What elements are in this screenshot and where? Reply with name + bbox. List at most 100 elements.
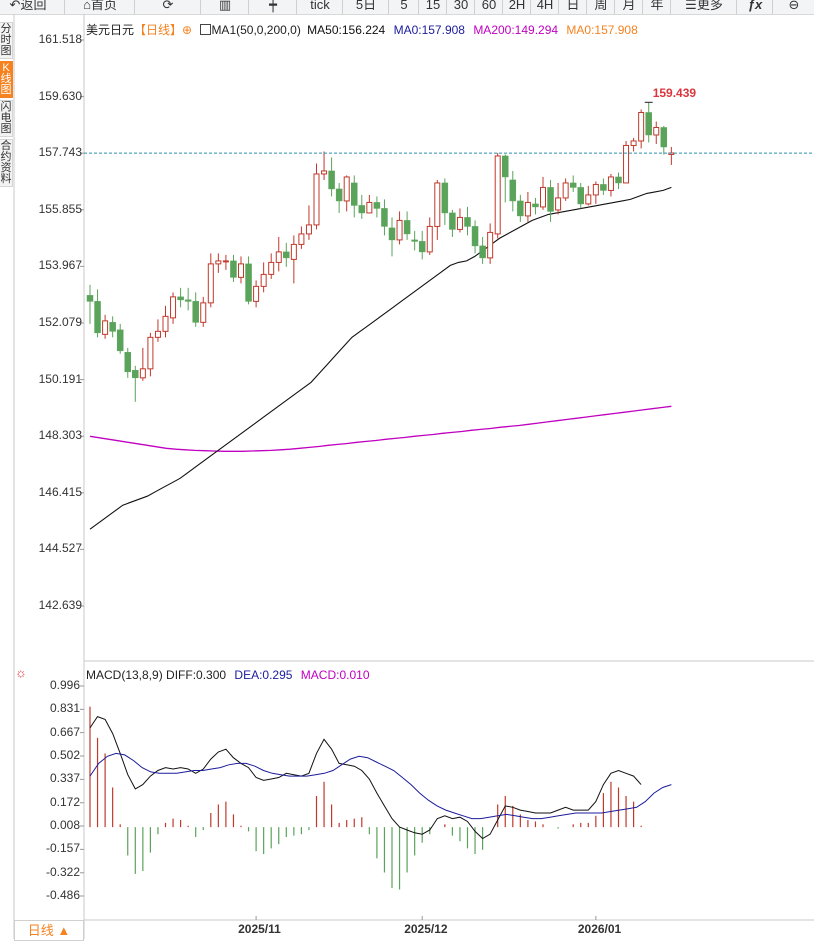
- period-5d[interactable]: 5日: [342, 0, 389, 14]
- candle-body-up: [540, 186, 546, 208]
- period-day[interactable]: 日: [558, 0, 587, 14]
- period-4h[interactable]: 4H: [530, 0, 559, 14]
- ma50-line: [89, 186, 672, 530]
- more-button[interactable]: ☰更多: [670, 0, 737, 14]
- bar-chart-button[interactable]: ▥: [200, 0, 249, 14]
- settings-icon[interactable]: ⊕: [182, 23, 193, 37]
- dea-line: [89, 752, 672, 820]
- formula-button[interactable]: ƒx: [736, 0, 773, 14]
- candle-body-down: [373, 202, 381, 209]
- candle-body-down: [86, 295, 94, 302]
- refresh-button[interactable]: ⟳: [134, 0, 201, 14]
- period-2h[interactable]: 2H: [502, 0, 531, 14]
- macd-tick-label: 0.831: [49, 701, 80, 716]
- candle-body-down: [479, 245, 486, 259]
- candle-body-up: [456, 216, 463, 230]
- candle-body-down: [230, 260, 237, 278]
- candle-body-up: [238, 263, 244, 278]
- zoom-out-icon: ⊖: [788, 0, 800, 12]
- period-year[interactable]: 年: [642, 0, 671, 14]
- period-month[interactable]: 月: [614, 0, 643, 14]
- candle-body-down: [358, 205, 366, 214]
- period-selector-tab[interactable]: 日线 ▲: [14, 920, 84, 941]
- candle-body-up: [607, 176, 614, 191]
- period-5[interactable]: 5: [388, 0, 419, 14]
- candle-body-down: [411, 239, 418, 242]
- tab-contract-info[interactable]: 合约资料: [0, 139, 13, 187]
- candle-body-up: [298, 233, 305, 245]
- price-tick-label: 159.630: [38, 88, 82, 103]
- candle-body-up: [253, 285, 260, 302]
- back-button[interactable]: ↶返回: [6, 0, 50, 14]
- price-tick-label: 153.967: [38, 258, 82, 273]
- period-60[interactable]: 60: [474, 0, 503, 14]
- candle-body-up: [154, 330, 161, 338]
- legend-ma-config: MA1(50,0,200,0): [211, 23, 301, 37]
- period-30[interactable]: 30: [446, 0, 475, 14]
- candle-body-up: [343, 176, 350, 202]
- price-legend: 美元日元【日线】⊕ MA1(50,0,200,0) MA50:156.224 M…: [86, 21, 638, 38]
- home-button[interactable]: ⌂首页: [64, 0, 135, 14]
- macd-tick-label: 0.996: [49, 678, 80, 692]
- date-tick-label: 2025/12: [404, 922, 448, 936]
- candle-body-up: [653, 126, 660, 136]
- price-tick-label: 161.518: [38, 32, 82, 46]
- more-label: 更多: [696, 0, 723, 12]
- home-icon: ⌂: [83, 0, 91, 12]
- menu-icon: ☰: [685, 0, 697, 12]
- candle-body-down: [94, 301, 101, 334]
- date-tick-label: 2026/01: [577, 922, 622, 936]
- candle-body-down: [615, 176, 622, 184]
- candle-body-down: [245, 263, 252, 302]
- macd-settings-icon[interactable]: ☼: [15, 665, 27, 680]
- candle-body-down: [109, 322, 116, 332]
- tab-kline[interactable]: K线图: [0, 61, 13, 98]
- macd-tick-label: -0.157: [45, 841, 80, 856]
- macd-tick-label: 0.008: [49, 818, 80, 832]
- zoom-out-button[interactable]: ⊖: [772, 0, 814, 14]
- price-tick-label: 150.191: [38, 371, 82, 386]
- candle-body-up: [366, 201, 373, 214]
- period-week[interactable]: 周: [586, 0, 615, 14]
- candle-body-up: [426, 225, 433, 253]
- legend-ma200: MA200:149.294: [473, 23, 559, 37]
- candle-body-down: [547, 187, 554, 212]
- candle-body-down: [645, 112, 652, 136]
- candle-body-up: [592, 183, 599, 196]
- candle-body-down: [577, 187, 584, 205]
- candle-body-up: [585, 194, 592, 205]
- candle-body-down: [124, 352, 131, 373]
- candle-body-up: [305, 224, 312, 235]
- price-tick-label: 152.079: [38, 314, 82, 329]
- candle-body-up: [147, 336, 154, 370]
- candle-body-down: [532, 203, 539, 208]
- legend-ma50: MA50:156.224: [307, 23, 386, 37]
- bar-chart-icon: ▥: [218, 0, 232, 12]
- tab-flash[interactable]: 闪电图: [0, 100, 13, 137]
- candle-body-down: [116, 329, 124, 352]
- ma-toggle-icon[interactable]: [200, 24, 212, 35]
- candle-chart-button[interactable]: ┿: [248, 0, 297, 14]
- candle-body-down: [381, 208, 388, 227]
- period-15[interactable]: 15: [418, 0, 447, 14]
- candle-body-up: [434, 182, 441, 227]
- candle-body-down: [471, 226, 479, 247]
- candle-body-down: [441, 182, 449, 214]
- tab-timeshare[interactable]: 分时图: [0, 22, 13, 59]
- side-tabs: 分时图 K线图 闪电图 合约资料: [0, 22, 13, 189]
- price-tick-label: 142.639: [38, 598, 82, 612]
- candle-body-up: [170, 296, 177, 319]
- candle-body-up: [396, 219, 403, 241]
- tick-button[interactable]: tick: [296, 0, 343, 14]
- legend-macd-name: MACD(13,8,9): [86, 668, 163, 682]
- candle-body-up: [623, 144, 630, 184]
- price-tick-label: 146.415: [38, 484, 82, 499]
- candle-body-up: [555, 197, 562, 211]
- candle-body-up: [222, 260, 229, 263]
- candle-body-down: [192, 301, 199, 323]
- candle-body-down: [335, 188, 343, 202]
- legend-ma0-a: MA0:157.908: [393, 23, 465, 37]
- macd-tick-label: 0.667: [49, 724, 80, 739]
- macd-tick-label: -0.486: [45, 888, 80, 902]
